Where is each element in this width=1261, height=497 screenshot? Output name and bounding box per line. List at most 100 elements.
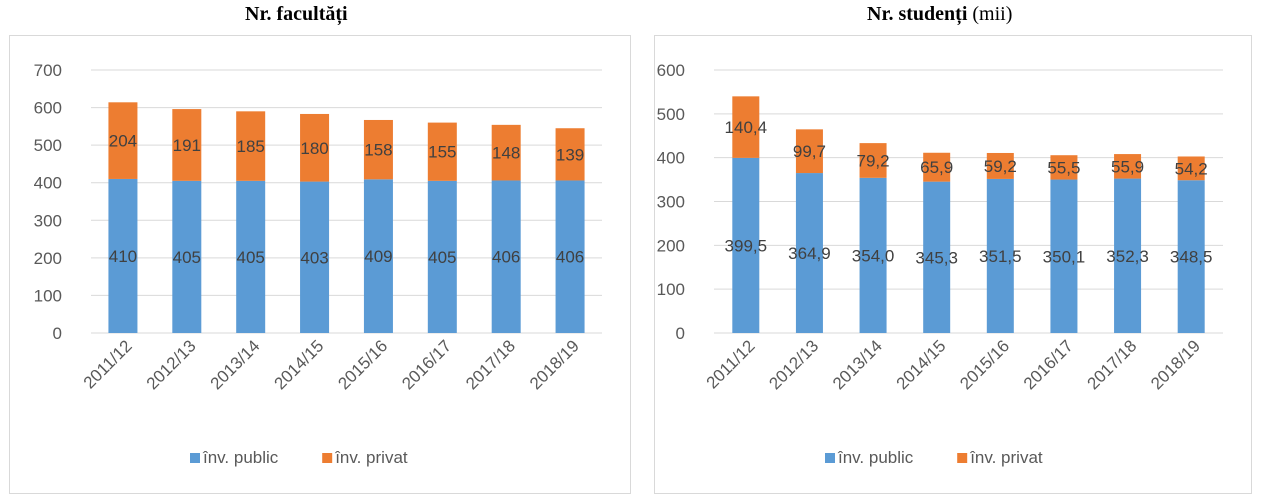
data-label: 155 (428, 143, 456, 162)
x-tick-label: 2012/13 (765, 336, 822, 393)
data-label: 406 (556, 248, 584, 267)
bar-public (172, 180, 202, 333)
bar-public (1114, 178, 1142, 333)
x-tick-label: 2014/15 (271, 336, 328, 393)
y-tick-label: 400 (34, 174, 62, 193)
x-tick-label: 2011/12 (80, 336, 136, 392)
y-tick-label: 500 (657, 105, 685, 124)
x-tick-label: 2013/14 (207, 336, 264, 393)
y-tick-label: 200 (34, 249, 62, 268)
bar-private (363, 119, 393, 180)
x-tick-label: 2015/16 (956, 336, 1013, 393)
legend-label: înv. public (202, 448, 279, 467)
legend-swatch-private (322, 453, 333, 463)
chart-faculties: 0 100 200 300 400 500 600 700 410 204 2011/12 405 19… (9, 35, 631, 494)
bar-public (363, 179, 393, 333)
data-label: 345,3 (915, 248, 958, 267)
bar-public (795, 173, 823, 333)
data-label: 405 (428, 248, 456, 267)
bar-public (108, 178, 138, 333)
x-tick-label: 2013/14 (829, 336, 886, 393)
data-label: 204 (109, 132, 137, 151)
bar-private (795, 129, 823, 174)
data-label: 405 (173, 248, 201, 267)
bar-public (427, 180, 457, 333)
bar-private (172, 109, 202, 181)
y-tick-label: 0 (676, 324, 685, 343)
bar-public (1050, 179, 1078, 333)
data-label: 140,4 (725, 118, 768, 137)
y-tick-label: 0 (53, 324, 62, 343)
bar-public (300, 181, 330, 333)
data-label: 351,5 (979, 247, 1022, 266)
title-text: Nr. facultăți (245, 3, 348, 25)
bar-private (555, 128, 585, 181)
bar-private (1114, 154, 1142, 179)
bar-public (1177, 180, 1205, 333)
data-label: 409 (364, 247, 392, 266)
data-label: 364,9 (788, 244, 831, 263)
chart-title-faculties: Nr. facultăți (245, 3, 348, 26)
x-tick-label: 2016/17 (398, 336, 455, 393)
data-label: 191 (173, 136, 201, 155)
x-tick-label: 2015/16 (334, 336, 391, 393)
bar-public (859, 177, 887, 333)
data-label: 354,0 (852, 246, 895, 265)
bar-private (1050, 155, 1078, 180)
bar-private (108, 102, 138, 179)
data-label: 180 (300, 139, 328, 158)
bar-private (236, 111, 266, 181)
x-tick-label: 2017/18 (1084, 336, 1141, 393)
legend-label: înv. public (837, 448, 914, 467)
data-label: 403 (300, 248, 328, 267)
bar-private (300, 113, 330, 182)
title-text: Nr. studenți (867, 3, 968, 25)
data-label: 406 (492, 248, 520, 267)
chart-faculties-svg: 0 100 200 300 400 500 600 700 410 204 2011/12 405 19… (34, 61, 602, 467)
y-tick-label: 100 (34, 286, 62, 305)
data-label: 185 (237, 137, 265, 156)
bar-private (923, 152, 951, 182)
data-label: 348,5 (1170, 248, 1213, 267)
bar-private (427, 122, 457, 181)
legend-swatch-private (957, 453, 968, 463)
bar-private (491, 124, 521, 181)
bar-public (555, 180, 585, 333)
data-label: 99,7 (793, 142, 826, 161)
data-label: 55,9 (1111, 157, 1144, 176)
legend-label: înv. privat (334, 448, 408, 467)
data-label: 79,2 (857, 151, 890, 170)
bar-public (236, 180, 266, 333)
y-tick-label: 100 (657, 280, 685, 299)
x-tick-label: 2018/19 (526, 336, 583, 393)
title-unit: (mii) (972, 3, 1013, 25)
bar-public (923, 181, 951, 333)
x-tick-label: 2017/18 (462, 336, 519, 393)
bar-private (1177, 156, 1205, 181)
legend-swatch-public (190, 453, 200, 463)
data-label: 65,9 (920, 158, 953, 177)
data-label: 148 (492, 144, 520, 163)
bar-public (732, 157, 760, 333)
chart-title-students: Nr. studenți (mii) (867, 3, 1012, 26)
y-tick-label: 300 (34, 211, 62, 230)
bar-private (859, 143, 887, 178)
bar-private (986, 152, 1014, 179)
data-label: 399,5 (725, 236, 768, 255)
bar-public (491, 180, 521, 333)
data-label: 158 (364, 141, 392, 160)
x-tick-label: 2011/12 (703, 336, 759, 392)
y-tick-label: 600 (34, 99, 62, 118)
bar-public (986, 178, 1014, 333)
x-tick-label: 2016/17 (1020, 336, 1077, 393)
x-tick-label: 2018/19 (1147, 336, 1204, 393)
data-label: 59,2 (984, 157, 1017, 176)
data-label: 55,5 (1047, 158, 1080, 177)
chart-students: 0 100 200 300 400 500 600 399,5 140,4 2011/12 364,… (654, 35, 1252, 494)
y-tick-label: 500 (34, 136, 62, 155)
y-tick-label: 200 (657, 236, 685, 255)
data-label: 54,2 (1175, 159, 1208, 178)
data-label: 410 (109, 247, 137, 266)
legend-label: înv. privat (969, 448, 1043, 467)
data-label: 352,3 (1106, 247, 1149, 266)
